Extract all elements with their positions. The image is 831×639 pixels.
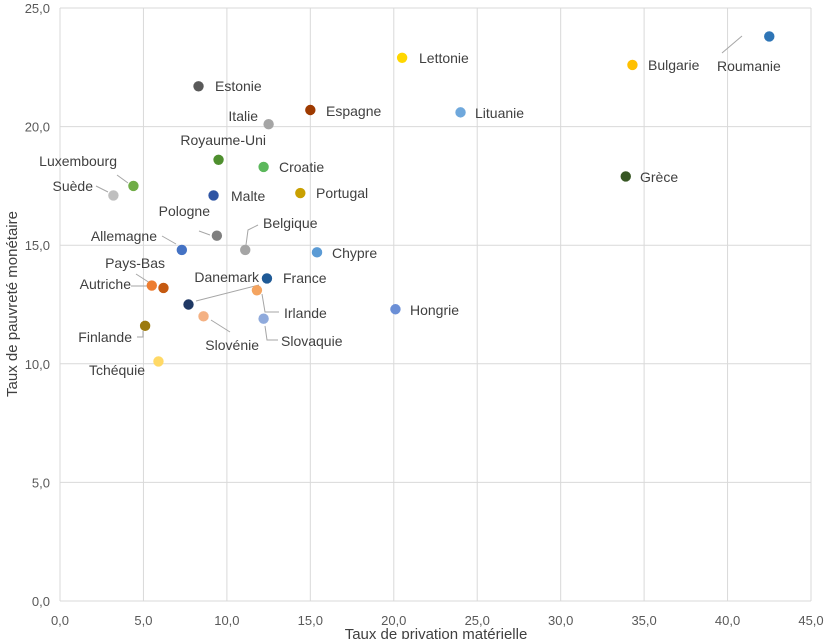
point-slovenie [198,311,209,322]
y-axis-title: Taux de pauvreté monétaire [4,211,21,397]
x-tick-label: 40,0 [715,613,740,628]
point-label-finlande: Finlande [78,329,132,345]
leader-line-danemark [195,284,260,302]
point-croatie [258,161,269,173]
point-lettonie [396,52,408,64]
point-suede [108,190,119,201]
point-tchequie [153,356,164,367]
point-labels: Roumanie Bulgarie Grèce Lettonie Lituanie Hon… [39,50,781,378]
point-pays-bas [158,282,169,294]
point-italie [263,119,274,130]
x-tick-labels: 0,0 5,0 10,0 15,0 20,0 25,0 30,0 35,0 40,0 45,0 [51,613,824,628]
point-belgique [240,244,251,256]
point-royaume-uni [213,154,224,166]
point-chypre [311,247,323,258]
leader-line-slovaquie [264,325,278,341]
leader-line-belgique [245,224,259,246]
data-points [108,31,775,367]
point-label-croatie: Croatie [279,159,324,175]
grid-lines [59,7,812,602]
x-tick-label: 15,0 [298,613,323,628]
point-label-slovaquie: Slovaquie [281,333,343,349]
point-label-grece: Grèce [640,169,678,185]
point-label-lettonie: Lettonie [419,50,469,66]
point-label-allemagne: Allemagne [91,228,157,244]
leader-line-slovenie [210,319,231,333]
x-tick-label: 30,0 [548,613,573,628]
point-label-royaume-uni: Royaume-Uni [180,132,266,148]
x-tick-label: 5,0 [134,613,152,628]
leader-line-pologne [198,230,211,236]
leader-line-irlande [261,293,279,313]
point-grece [620,171,631,182]
point-label-france: France [283,270,327,286]
point-label-irlande: Irlande [284,305,327,321]
point-roumanie [764,31,775,42]
point-label-pologne: Pologne [159,203,211,219]
point-france [261,273,273,284]
point-label-estonie: Estonie [215,78,262,94]
point-finlande [139,320,151,332]
point-label-suede: Suède [53,178,94,194]
point-label-chypre: Chypre [332,245,377,261]
point-pologne [211,230,223,241]
point-label-pays-bas: Pays-Bas [105,255,165,271]
x-tick-label: 25,0 [465,613,490,628]
point-label-autriche: Autriche [80,276,132,292]
x-tick-label: 35,0 [631,613,656,628]
point-label-hongrie: Hongrie [410,302,459,318]
y-tick-label: 10,0 [25,357,50,372]
point-allemagne [176,244,188,256]
y-tick-label: 0,0 [32,594,50,609]
point-label-danemark: Danemark [194,269,260,285]
y-tick-labels: 0,0 5,0 10,0 15,0 20,0 25,0 [25,1,50,609]
point-label-malte: Malte [231,188,265,204]
x-tick-label: 45,0 [798,613,823,628]
y-tick-label: 25,0 [25,1,50,16]
point-autriche [146,280,157,291]
y-tick-label: 20,0 [25,120,50,135]
x-tick-label: 20,0 [381,613,406,628]
leader-line-pays-bas [135,273,151,284]
point-lituanie [455,107,466,118]
point-label-belgique: Belgique [263,215,318,231]
leader-line-luxembourg [116,174,129,184]
point-label-tchequie: Tchéquie [89,362,145,378]
x-axis-title: Taux de privation matérielle [345,626,528,639]
point-bulgarie [627,59,638,71]
leader-line-suede [95,185,109,193]
x-tick-label: 0,0 [51,613,69,628]
point-danemark [183,299,194,310]
point-label-portugal: Portugal [316,185,368,201]
leader-line-allemagne [161,235,177,245]
point-label-lituanie: Lituanie [475,105,524,121]
point-estonie [193,81,204,92]
y-tick-label: 5,0 [32,475,50,490]
point-luxembourg [128,180,139,192]
point-slovaquie [258,313,269,324]
point-hongrie [390,304,401,315]
leader-line-roumanie [721,35,743,54]
point-label-bulgarie: Bulgarie [648,57,700,73]
y-tick-label: 15,0 [25,238,50,253]
leader-lines [95,35,743,341]
point-label-luxembourg: Luxembourg [39,153,117,169]
point-label-italie: Italie [228,108,258,124]
point-malte [208,190,219,201]
point-label-slovenie: Slovénie [205,337,259,353]
point-label-roumanie: Roumanie [717,58,781,74]
point-irlande [251,285,263,296]
point-label-espagne: Espagne [326,103,381,119]
leader-line-finlande [137,331,144,338]
point-portugal [295,187,306,199]
point-espagne [305,104,316,116]
x-tick-label: 10,0 [214,613,239,628]
